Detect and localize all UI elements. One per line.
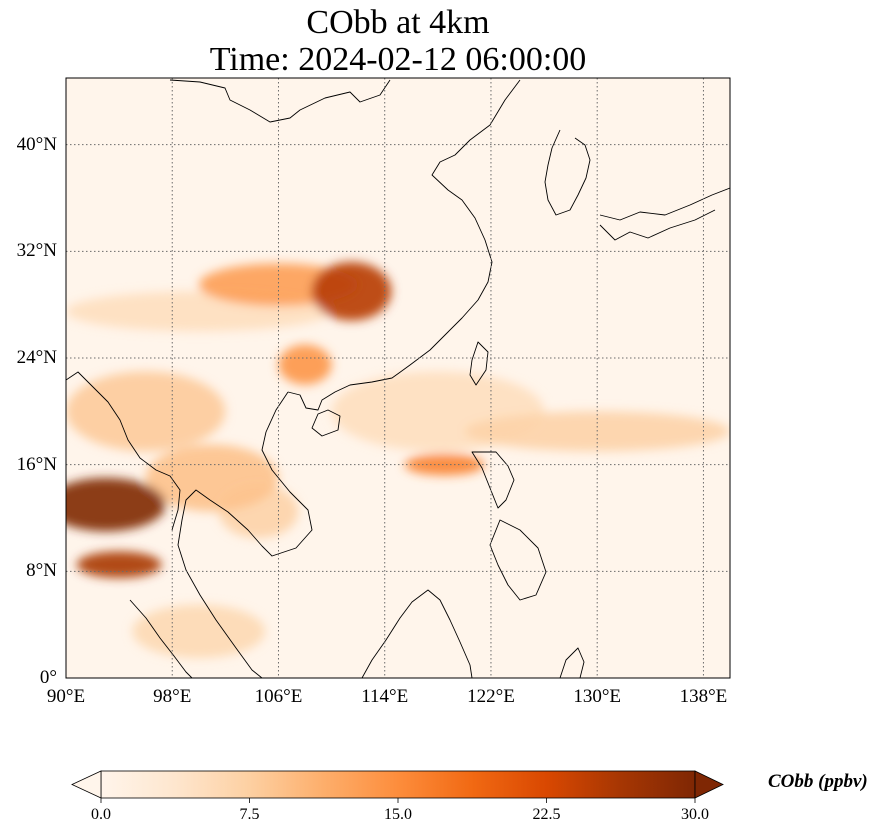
coastline-taiwan: [469, 341, 489, 386]
map-frame: [65, 77, 731, 679]
lon-tick-label: 130°E: [573, 686, 622, 707]
coastline-myanmar: [66, 371, 181, 531]
lat-tick-label: 0°: [39, 667, 57, 688]
colorbar-tick-label: 22.5: [532, 806, 561, 823]
lon-tick-label: 138°E: [679, 686, 728, 707]
coastline-china: [169, 79, 391, 123]
coastline-philippines: [471, 451, 547, 601]
coastline-borneo: [361, 589, 473, 678]
colorbar-tick-label: 30.0: [681, 806, 709, 823]
graticule: [66, 78, 730, 678]
lat-tick-label: 32°N: [16, 240, 57, 262]
colorbar-tick-label: 0.0: [91, 806, 111, 823]
lon-tick-label: 122°E: [467, 686, 515, 707]
colorbar-tick-label: 15.0: [384, 806, 412, 823]
plume-central-china-plume: [311, 262, 392, 321]
plume-bay-of-bengal-core: [66, 478, 166, 532]
plume-myanmar-plume: [66, 371, 226, 452]
coastlines: [66, 79, 730, 678]
map-time: Time: 2024-02-12 06:00:00: [209, 41, 587, 78]
lat-tick-label: 40°N: [16, 133, 57, 155]
plume-andaman-streak: [76, 551, 162, 579]
lon-tick-label: 114°E: [361, 686, 409, 707]
colorbar-tick-label: 7.5: [239, 806, 260, 823]
colorbar-gradient: [100, 770, 696, 799]
coastline-east-china: [287, 79, 521, 411]
coastline-indochina: [177, 391, 313, 678]
colorbar: [71, 770, 724, 803]
lon-tick-label: 106°E: [254, 686, 303, 707]
colorbar-label: CObb (ppbv): [768, 771, 868, 792]
colorbar-extend-low: [71, 770, 102, 799]
plume-luzon-strait-plume: [404, 454, 485, 476]
coastline-hainan: [311, 409, 341, 437]
map-title: CObb at 4km: [306, 4, 490, 41]
coastline-sulawesi: [559, 647, 585, 678]
plume-malaya-haze: [132, 604, 266, 658]
lat-tick-label: 16°N: [16, 453, 57, 475]
coastline-japan: [599, 187, 730, 241]
lat-tick-label: 8°N: [26, 560, 57, 582]
lon-tick-label: 90°E: [46, 686, 86, 707]
lon-tick-label: 98°E: [153, 686, 192, 707]
colorbar-extend-high: [694, 770, 724, 799]
coastline-sumatra: [129, 599, 193, 678]
plume-thailand-haze: [145, 444, 279, 512]
plume-south-china-plume: [278, 344, 332, 385]
coastline-korea: [544, 129, 591, 216]
lat-tick-label: 24°N: [16, 347, 57, 368]
